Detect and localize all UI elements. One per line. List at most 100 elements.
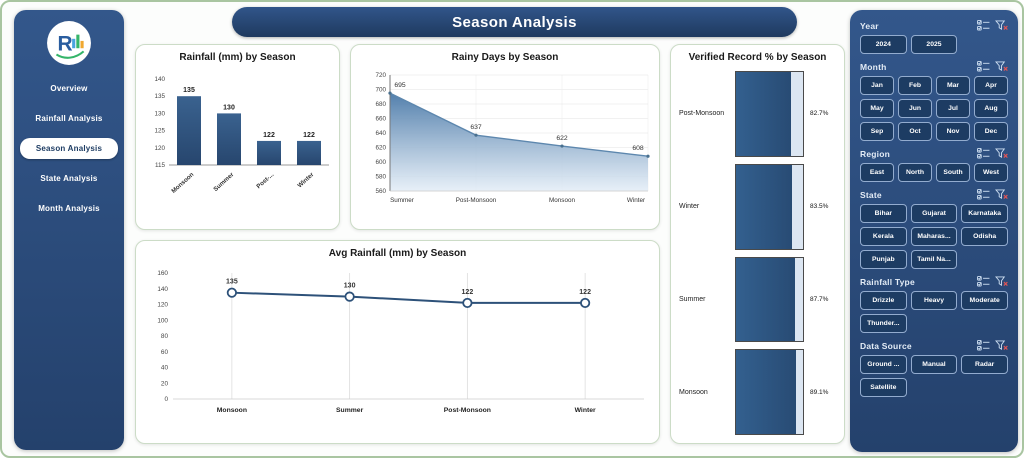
filter-section-region: Region East North South West (860, 148, 1008, 182)
filter-option-2025[interactable]: 2025 (910, 35, 958, 54)
filter-option-apr[interactable]: Apr (974, 76, 1008, 95)
svg-text:700: 700 (375, 87, 386, 94)
clear-filter-icon[interactable] (995, 189, 1008, 200)
filter-option-feb[interactable]: Feb (898, 76, 932, 95)
filter-option-tamil-na[interactable]: Tamil Na... (910, 250, 958, 269)
svg-text:60: 60 (161, 349, 169, 356)
filter-option-nov[interactable]: Nov (936, 122, 970, 141)
sidebar-item-overview[interactable]: Overview (50, 84, 88, 93)
filter-option-thunder[interactable]: Thunder... (860, 314, 907, 333)
svg-text:120: 120 (157, 302, 168, 309)
vbar-fill (736, 257, 795, 342)
filter-option-satellite[interactable]: Satellite (860, 378, 907, 397)
svg-text:122: 122 (303, 132, 315, 139)
vbar-track[interactable] (735, 349, 804, 435)
vbar-category-label: Monsoon (679, 388, 708, 396)
filter-option-moderate[interactable]: Moderate (961, 291, 1008, 310)
svg-text:122: 122 (579, 289, 591, 296)
marker-monsoon[interactable] (226, 287, 237, 298)
select-all-icon[interactable] (977, 276, 990, 287)
svg-text:80: 80 (161, 333, 169, 340)
avg-rainfall-card: Avg Rainfall (mm) by Season 0 20 40 60 80 100… (135, 240, 660, 444)
select-all-icon[interactable] (977, 20, 990, 31)
point-summer[interactable] (388, 91, 392, 95)
filter-option-jun[interactable]: Jun (898, 99, 932, 118)
filter-option-south[interactable]: South (936, 163, 970, 182)
filter-option-aug[interactable]: Aug (974, 99, 1008, 118)
filter-option-west[interactable]: West (974, 163, 1008, 182)
marker-post-monsoon[interactable] (462, 297, 473, 309)
svg-text:Post-...: Post-... (255, 171, 275, 190)
svg-text:Monsoon: Monsoon (217, 407, 247, 414)
select-all-icon[interactable] (977, 340, 990, 351)
vbar-percent-label: 89.1% (810, 388, 829, 396)
sidebar-item-month-analysis[interactable]: Month Analysis (38, 204, 100, 213)
filter-icons (977, 340, 1008, 351)
rainfall-by-season-card: Rainfall (mm) by Season 115 120 125 130 135 1… (135, 44, 340, 230)
title-bar: Season Analysis (232, 7, 797, 37)
filter-option-drizzle[interactable]: Drizzle (860, 291, 907, 310)
svg-text:Post-Monsoon: Post-Monsoon (456, 197, 497, 204)
vbar-category-label: Post-Monsoon (679, 110, 725, 118)
clear-filter-icon[interactable] (995, 61, 1008, 72)
clear-filter-icon[interactable] (995, 340, 1008, 351)
vbar-fill (736, 72, 792, 156)
filter-option-kerala[interactable]: Kerala (860, 227, 907, 246)
filter-option-ground[interactable]: Ground ... (860, 355, 907, 374)
select-all-icon[interactable] (977, 189, 990, 200)
svg-text:130: 130 (223, 104, 235, 111)
clear-filter-icon[interactable] (995, 20, 1008, 31)
bar-winter[interactable] (297, 140, 321, 165)
svg-text:122: 122 (462, 289, 474, 296)
chart-title: Avg Rainfall (mm) by Season (328, 248, 467, 259)
filter-option-radar[interactable]: Radar (961, 355, 1008, 374)
point-winter[interactable] (646, 154, 650, 158)
marker-winter[interactable] (580, 297, 591, 309)
filter-option-jul[interactable]: Jul (936, 99, 970, 118)
svg-text:695: 695 (394, 82, 406, 89)
filter-option-jan[interactable]: Jan (860, 76, 894, 95)
point-post-monsoon[interactable] (474, 133, 478, 137)
filter-section-header: Rainfall Type (860, 276, 1008, 287)
filter-option-may[interactable]: May (860, 99, 894, 118)
filter-panel: Year 2024 2025 Month Jan Feb Mar Apr May Jun Ju… (850, 10, 1018, 452)
filter-option-heavy[interactable]: Heavy (910, 291, 958, 310)
filter-option-karnataka[interactable]: Karnataka (961, 204, 1008, 223)
filter-option-north[interactable]: North (898, 163, 932, 182)
filter-option-mar[interactable]: Mar (936, 76, 970, 95)
svg-text:622: 622 (556, 135, 568, 142)
filter-option-punjab[interactable]: Punjab (860, 250, 907, 269)
select-all-icon[interactable] (977, 61, 990, 72)
vbar-row-monsoon: Monsoon 89.1% (679, 349, 836, 435)
filter-option-east[interactable]: East (860, 163, 894, 182)
bar-post[interactable] (257, 140, 281, 165)
vbar-track[interactable] (735, 163, 804, 250)
filter-section-label: Month (860, 61, 887, 72)
sidebar-item-rainfall-analysis[interactable]: Rainfall Analysis (35, 114, 103, 123)
filter-option-odisha[interactable]: Odisha (961, 227, 1008, 246)
vbar-track[interactable] (735, 71, 804, 157)
sidebar-item-state-analysis[interactable]: State Analysis (40, 174, 98, 183)
vbar-track[interactable] (735, 256, 804, 343)
filter-option-maharas[interactable]: Maharas... (910, 227, 958, 246)
bar-monsoon[interactable] (177, 96, 201, 165)
verified-record-bar-list: Post-Monsoon 82.7% Winter 83.5% Summer 87.… (679, 71, 836, 435)
clear-filter-icon[interactable] (995, 148, 1008, 159)
filter-option-manual[interactable]: Manual (910, 355, 958, 374)
filter-option-dec[interactable]: Dec (974, 122, 1008, 141)
vbar-percent-label: 83.5% (810, 203, 829, 211)
sidebar-item-season-analysis[interactable]: Season Analysis (20, 138, 118, 159)
filter-option-bihar[interactable]: Bihar (860, 204, 907, 223)
select-all-icon[interactable] (977, 148, 990, 159)
filter-option-2024[interactable]: 2024 (860, 35, 907, 54)
filter-section-header: Month (860, 61, 1008, 72)
filter-option-sep[interactable]: Sep (860, 122, 894, 141)
svg-text:135: 135 (183, 87, 195, 94)
filter-option-gujarat[interactable]: Gujarat (910, 204, 958, 223)
filter-option-oct[interactable]: Oct (898, 122, 932, 141)
clear-filter-icon[interactable] (995, 276, 1008, 287)
bar-summer[interactable] (217, 113, 241, 165)
marker-summer[interactable] (344, 291, 355, 302)
svg-text:Summer: Summer (390, 197, 414, 204)
point-monsoon[interactable] (560, 144, 564, 148)
